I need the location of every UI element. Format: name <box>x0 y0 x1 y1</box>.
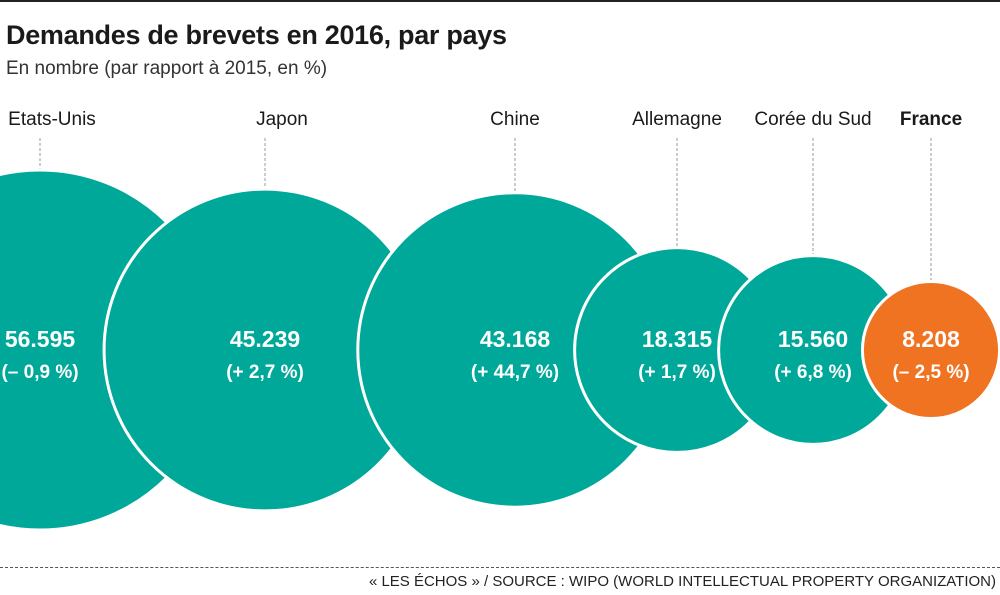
bubble-change-label: (+ 2,7 %) <box>226 362 304 383</box>
category-label: Japon <box>256 109 308 130</box>
category-label: Etats-Unis <box>8 109 96 130</box>
bubble-value-label: 8.208 <box>902 326 960 352</box>
category-label: Chine <box>490 109 540 130</box>
chart-title: Demandes de brevets en 2016, par pays <box>6 20 507 50</box>
category-labels: Etats-Unis Japon Chine Allemagne Corée du Su… <box>8 109 962 130</box>
category-label: Allemagne <box>632 109 722 130</box>
category-label: France <box>900 109 962 130</box>
category-label: Corée du Sud <box>754 109 871 130</box>
top-rule <box>0 0 1000 2</box>
bubble-value-label: 56.595 <box>5 326 76 352</box>
bubble-change-label: (– 0,9 %) <box>1 362 78 383</box>
bubble-labels: 56.595 (– 0,9 %) 45.239 (+ 2,7 %) 43.168 (+ 4… <box>1 326 969 383</box>
bubble-change-label: (– 2,5 %) <box>892 362 969 383</box>
bubble-change-label: (+ 6,8 %) <box>774 362 852 383</box>
chart-subtitle: En nombre (par rapport à 2015, en %) <box>6 58 328 79</box>
bubble-value-label: 15.560 <box>778 326 848 352</box>
leader-lines <box>39 138 932 282</box>
bubble-value-label: 45.239 <box>230 326 300 352</box>
bubble-change-label: (+ 44,7 %) <box>471 362 559 383</box>
bubbles <box>0 168 1000 532</box>
bubble-change-label: (+ 1,7 %) <box>638 362 716 383</box>
bubble-value-label: 18.315 <box>642 326 713 352</box>
bubble-value-label: 43.168 <box>480 326 551 352</box>
source-credit: « LES ÉCHOS » / SOURCE : WIPO (WORLD INT… <box>368 573 996 590</box>
footer-divider <box>0 567 1000 568</box>
